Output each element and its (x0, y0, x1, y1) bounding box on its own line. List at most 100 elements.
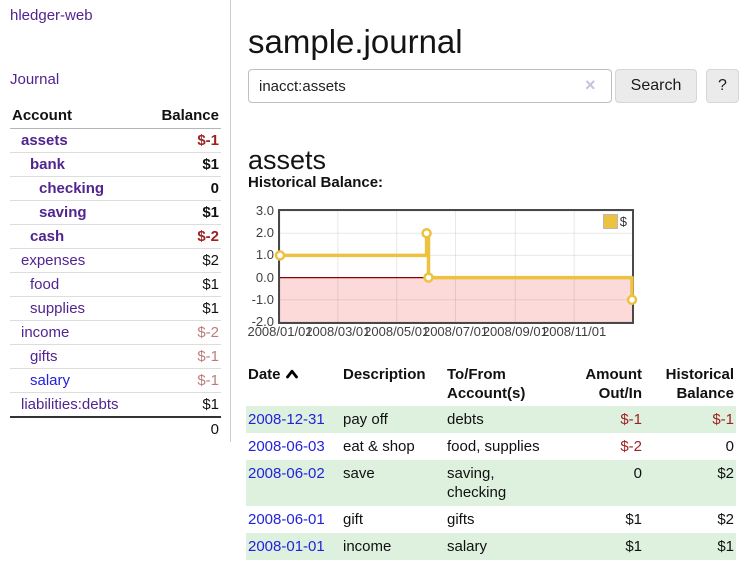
accounts-header-balance: Balance (146, 104, 221, 129)
y-tick-label: -2.0 (251, 314, 274, 329)
transaction-row: 2008-12-31 pay off debts $-1 $-1 (246, 406, 736, 433)
transaction-amount: 0 (633, 465, 642, 482)
brand-link[interactable]: hledger-web (10, 7, 93, 24)
account-link-expenses[interactable]: expenses (21, 252, 86, 269)
account-link-supplies[interactable]: supplies (30, 300, 86, 317)
accounts-header-row: Account Balance (10, 104, 221, 129)
column-header-date[interactable]: Date (246, 362, 341, 406)
amount-header-line2: Out/In (598, 385, 642, 402)
amount-header-line1: Amount (585, 366, 642, 383)
x-tick-label: 2008/03/01 (305, 324, 371, 339)
transaction-amount: $-1 (620, 411, 642, 428)
accounts-header-line2: Account(s) (447, 385, 526, 402)
transaction-amount: $-2 (620, 438, 642, 455)
search-button[interactable]: Search (615, 69, 697, 103)
account-row: liabilities:debts $1 (10, 392, 221, 417)
accounts-table: Account Balance assets $-1 bank $1 check… (10, 104, 221, 441)
plot-area: $ (274, 209, 638, 324)
x-tick-label: 2008/09/01 (482, 324, 548, 339)
transaction-balance: $-1 (712, 411, 734, 428)
accounts-header-line1: To/From (447, 366, 506, 383)
account-row: checking 0 (10, 176, 221, 201)
transaction-row: 2008-01-01 income salary $1 $1 (246, 533, 736, 560)
account-link-assets[interactable]: assets (21, 132, 68, 149)
sidebar: hledger-web Journal Account Balance asse… (0, 0, 231, 442)
transaction-date-link[interactable]: 2008-06-03 (248, 438, 325, 455)
transaction-balance: $2 (717, 465, 734, 482)
transaction-row: 2008-06-01 gift gifts $1 $2 (246, 506, 736, 533)
sidebar-item-journal[interactable]: Journal (10, 71, 60, 88)
account-link-salary[interactable]: salary (30, 372, 71, 389)
transaction-accounts: gifts (447, 511, 475, 528)
account-row: bank $1 (10, 152, 221, 177)
transaction-date-link[interactable]: 2008-01-01 (248, 538, 325, 555)
transaction-accounts: salary (447, 538, 488, 555)
chart-title: Historical Balance: (248, 174, 384, 191)
sort-ascending-icon (285, 366, 299, 385)
transaction-balance: 0 (725, 438, 734, 455)
account-link-gifts[interactable]: gifts (30, 348, 58, 365)
help-button[interactable]: ? (706, 69, 739, 103)
account-balance: $1 (146, 392, 221, 417)
accounts-total-value: 0 (146, 416, 221, 441)
transaction-accounts: debts (447, 411, 484, 428)
register-table: Date Description To/From Account(s) Amou… (246, 362, 736, 560)
account-balance: $1 (146, 200, 221, 225)
transaction-description: save (343, 465, 375, 482)
account-balance: $-1 (146, 344, 221, 369)
transaction-date-link[interactable]: 2008-12-31 (248, 411, 325, 428)
chart-canvas (274, 210, 638, 323)
legend-label: $ (619, 214, 627, 229)
x-tick-label: 2008/11/01 (542, 324, 607, 339)
transaction-accounts: food, supplies (447, 438, 540, 455)
transaction-description: income (343, 538, 392, 555)
clear-search-icon[interactable]: × (585, 75, 596, 95)
y-tick-label: 0.0 (255, 269, 274, 285)
transaction-balance: $1 (717, 538, 734, 555)
transaction-accounts: saving, checking (447, 465, 507, 501)
account-balance: $1 (146, 296, 221, 321)
search-input[interactable] (248, 69, 612, 103)
page-title: sample.journal (248, 23, 463, 61)
account-balance: $-1 (197, 132, 219, 149)
account-row: gifts $-1 (10, 344, 221, 369)
transaction-row: 2008-06-03 eat & shop food, supplies $-2… (246, 433, 736, 460)
transaction-date-link[interactable]: 2008-06-01 (248, 511, 325, 528)
accounts-total-row: 0 (10, 416, 221, 441)
balance-header-line1: Historical (665, 366, 734, 383)
column-header-description: Description (343, 366, 426, 383)
transaction-amount: $1 (625, 511, 642, 528)
date-header-label: Date (248, 366, 281, 383)
y-tick-label: 2.0 (255, 225, 274, 241)
account-link-income[interactable]: income (21, 324, 70, 341)
transaction-amount: $1 (625, 538, 642, 555)
account-link-food[interactable]: food (30, 276, 60, 293)
transaction-description: pay off (343, 411, 388, 428)
chart-legend: $ (602, 214, 627, 229)
account-row: saving $1 (10, 200, 221, 225)
y-axis-labels: 3.0 2.0 1.0 0.0 -1.0 -2.0 (246, 197, 274, 345)
account-row: assets $-1 (10, 129, 221, 153)
account-balance: $-1 (146, 368, 221, 393)
account-link-saving[interactable]: saving (39, 204, 87, 221)
account-link-cash[interactable]: cash (30, 228, 65, 245)
account-link-bank[interactable]: bank (30, 156, 66, 173)
account-balance: $-2 (146, 320, 221, 345)
account-row: cash $-2 (10, 224, 221, 249)
account-balance: 0 (146, 176, 221, 201)
account-row: expenses $2 (10, 248, 221, 273)
transaction-row: 2008-06-02 save saving, checking 0 $2 (246, 460, 736, 506)
account-balance: $-2 (146, 224, 221, 249)
account-balance: $1 (146, 272, 221, 297)
y-tick-label: 1.0 (255, 247, 274, 263)
account-link-checking[interactable]: checking (39, 180, 105, 197)
transaction-description: gift (343, 511, 364, 528)
transaction-date-link[interactable]: 2008-06-02 (248, 465, 325, 482)
y-tick-label: -1.0 (251, 291, 274, 307)
account-row: food $1 (10, 272, 221, 297)
x-tick-label: 2008/05/01 (364, 324, 430, 339)
register-header-row: Date Description To/From Account(s) Amou… (246, 362, 736, 406)
account-row: supplies $1 (10, 296, 221, 321)
account-link-liabilities-debts[interactable]: liabilities:debts (21, 396, 119, 413)
